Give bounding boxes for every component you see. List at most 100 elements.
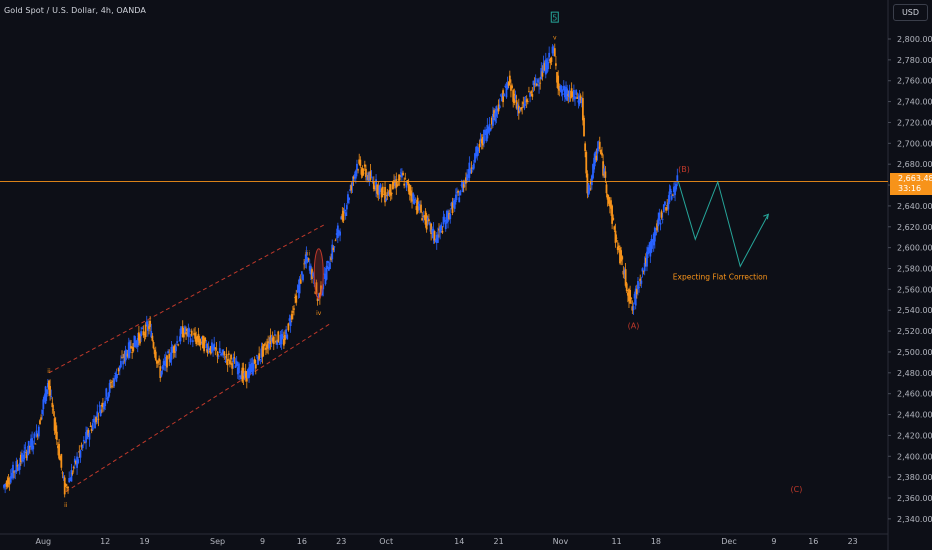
candle-body bbox=[112, 381, 114, 383]
candle-body bbox=[214, 347, 217, 349]
candle-body bbox=[423, 215, 426, 218]
candle-body bbox=[647, 247, 649, 255]
candle-body bbox=[590, 175, 593, 186]
candle-body bbox=[415, 206, 418, 211]
candle-body bbox=[671, 194, 674, 196]
candle-body bbox=[520, 107, 522, 110]
candle-body bbox=[64, 483, 67, 486]
candle-body bbox=[263, 343, 266, 345]
candle-body bbox=[532, 80, 535, 86]
candle-body bbox=[34, 443, 37, 445]
candle-body bbox=[552, 49, 555, 51]
candle-body bbox=[70, 470, 73, 482]
candle-body bbox=[78, 450, 81, 453]
candle-body bbox=[3, 484, 5, 488]
candle-body bbox=[261, 346, 264, 358]
candle-body bbox=[52, 409, 55, 411]
candle-body bbox=[485, 131, 488, 141]
symbol-legend[interactable]: Gold Spot / U.S. Dollar, 4h, OANDA bbox=[4, 6, 146, 15]
candle-body bbox=[216, 351, 219, 357]
candle-body bbox=[229, 360, 231, 365]
candle-body bbox=[280, 334, 283, 345]
candle-body bbox=[407, 183, 410, 192]
candle-body bbox=[441, 231, 444, 233]
candle-body bbox=[471, 168, 474, 170]
candle-body bbox=[21, 453, 23, 461]
candle-body bbox=[205, 343, 208, 349]
candle-body bbox=[650, 238, 653, 253]
candle-body bbox=[512, 90, 515, 102]
candle-body bbox=[466, 174, 469, 181]
candle-body bbox=[526, 101, 529, 102]
candle-body bbox=[603, 168, 606, 175]
candle-body bbox=[674, 185, 676, 196]
candle-body bbox=[153, 349, 156, 355]
wave-label: iv bbox=[316, 310, 322, 317]
channel-upper-line bbox=[48, 224, 325, 374]
candle-body bbox=[93, 418, 95, 423]
candle-body bbox=[410, 190, 412, 196]
candle-body bbox=[144, 324, 147, 338]
candle-body bbox=[392, 181, 394, 190]
candle-body bbox=[204, 337, 207, 342]
candle-body bbox=[271, 337, 274, 342]
candle-body bbox=[324, 273, 327, 285]
candle-body bbox=[247, 369, 249, 379]
candle-body bbox=[30, 438, 32, 447]
candle-body bbox=[342, 210, 345, 221]
candle-body bbox=[541, 71, 544, 77]
candle-body bbox=[306, 259, 309, 263]
candle-body bbox=[564, 89, 566, 98]
candle-body bbox=[116, 374, 119, 375]
wave-label: v bbox=[553, 34, 557, 41]
candle-body bbox=[258, 353, 261, 361]
candle-body bbox=[26, 450, 29, 456]
candle-body bbox=[453, 199, 456, 209]
candle-body bbox=[59, 457, 62, 461]
candle-body bbox=[592, 164, 594, 179]
candle-body bbox=[124, 350, 127, 362]
candle-body bbox=[206, 348, 209, 354]
candle-body bbox=[126, 353, 129, 357]
candle-body bbox=[13, 471, 16, 473]
candle-body bbox=[293, 308, 295, 310]
candle-body bbox=[458, 197, 461, 203]
candle-body bbox=[234, 365, 237, 368]
candle-body bbox=[549, 58, 552, 64]
candle-body bbox=[450, 202, 453, 207]
candle-body bbox=[652, 233, 655, 246]
candle-body bbox=[623, 270, 626, 274]
candle-body bbox=[155, 360, 158, 364]
candle-body bbox=[33, 433, 36, 439]
candle-body bbox=[53, 418, 56, 431]
candle-body bbox=[641, 268, 644, 272]
y-tick-label: 2,380.000 bbox=[897, 473, 932, 482]
candle-body bbox=[496, 108, 499, 112]
candle-body bbox=[557, 75, 560, 89]
wave-label: (C) bbox=[791, 485, 803, 494]
candle-body bbox=[91, 423, 94, 430]
candle-body bbox=[203, 339, 205, 352]
currency-button[interactable]: USD bbox=[893, 4, 928, 21]
candle-body bbox=[242, 367, 245, 379]
candle-body bbox=[221, 353, 223, 356]
y-tick-label: 2,520.000 bbox=[897, 327, 932, 336]
candle-body bbox=[517, 105, 520, 114]
candle-body bbox=[299, 279, 302, 284]
candle-body bbox=[396, 184, 399, 187]
candle-body bbox=[633, 293, 636, 299]
candle-body bbox=[653, 227, 656, 242]
candle-body bbox=[7, 478, 10, 484]
candle-body bbox=[132, 343, 135, 352]
candle-body bbox=[330, 257, 332, 260]
candle-body bbox=[665, 207, 667, 211]
candle-body bbox=[358, 159, 361, 164]
y-tick-label: 2,640.000 bbox=[897, 202, 932, 211]
candle-body bbox=[250, 364, 253, 366]
candle-body bbox=[326, 260, 329, 263]
candle-body bbox=[308, 265, 311, 271]
candle-body bbox=[622, 270, 625, 275]
candle-body bbox=[139, 334, 141, 344]
candle-body bbox=[403, 183, 406, 186]
